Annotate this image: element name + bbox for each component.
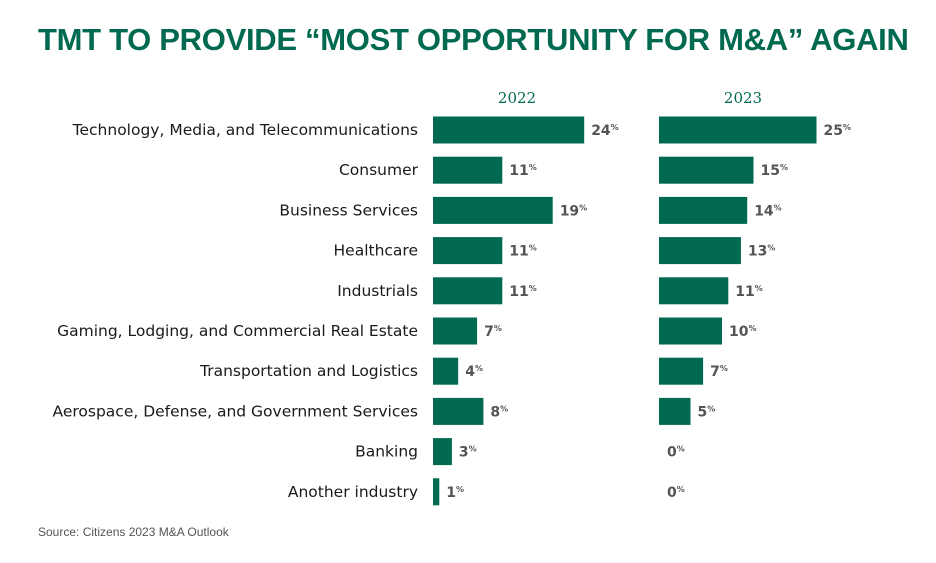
value-label-2022-banking: 3% bbox=[459, 445, 477, 461]
category-labels: Technology, Media, and Telecommunication… bbox=[53, 121, 419, 501]
bar-2022-technology-media-and-telecommunications bbox=[433, 116, 585, 144]
bar-2022-another-industry bbox=[433, 478, 440, 506]
bar-2022-business-services bbox=[433, 196, 553, 224]
value-label-2023-consumer: 15% bbox=[761, 163, 789, 179]
bar-2023-consumer bbox=[659, 156, 754, 184]
category-label-healthcare: Healthcare bbox=[334, 242, 419, 260]
value-label-2022-aerospace-defense-and-government-services: 8% bbox=[490, 404, 508, 420]
category-label-consumer: Consumer bbox=[339, 161, 419, 179]
source-note: Source: Citizens 2023 M&A Outlook bbox=[38, 525, 229, 539]
value-label-2022-gaming-lodging-and-commercial-real-estate: 7% bbox=[484, 324, 502, 340]
value-label-2023-another-industry: 0% bbox=[667, 485, 685, 501]
value-label-2023-aerospace-defense-and-government-services: 5% bbox=[698, 404, 716, 420]
value-label-2023-healthcare: 13% bbox=[748, 244, 776, 260]
bar-2022-banking bbox=[433, 438, 452, 466]
category-label-aerospace-defense-and-government-services: Aerospace, Defense, and Government Servi… bbox=[53, 402, 419, 420]
value-label-2023-transportation-and-logistics: 7% bbox=[710, 364, 728, 380]
bar-2022-transportation-and-logistics bbox=[433, 357, 459, 385]
value-label-2023-gaming-lodging-and-commercial-real-estate: 10% bbox=[729, 324, 757, 340]
bar-2022-industrials bbox=[433, 277, 503, 305]
bar-2023-industrials bbox=[659, 277, 729, 305]
value-label-2022-industrials: 11% bbox=[509, 284, 537, 300]
bar-2022-healthcare bbox=[433, 237, 503, 265]
category-label-gaming-lodging-and-commercial-real-estate: Gaming, Lodging, and Commercial Real Est… bbox=[57, 322, 418, 340]
bar-2023-gaming-lodging-and-commercial-real-estate bbox=[659, 317, 722, 345]
category-label-another-industry: Another industry bbox=[288, 483, 418, 501]
bar-2022-aerospace-defense-and-government-services bbox=[433, 397, 484, 425]
value-label-2023-banking: 0% bbox=[667, 445, 685, 461]
value-label-2022-another-industry: 1% bbox=[446, 485, 464, 501]
value-label-2022-healthcare: 11% bbox=[509, 244, 537, 260]
page-title: TMT TO PROVIDE “MOST OPPORTUNITY FOR M&A… bbox=[38, 22, 909, 57]
value-label-2022-business-services: 19% bbox=[560, 203, 588, 219]
value-label-2023-technology-media-and-telecommunications: 25% bbox=[824, 123, 852, 139]
bar-2022-gaming-lodging-and-commercial-real-estate bbox=[433, 317, 478, 345]
value-label-2022-technology-media-and-telecommunications: 24% bbox=[591, 123, 619, 139]
bar-2022-consumer bbox=[433, 156, 503, 184]
value-label-2022-consumer: 11% bbox=[509, 163, 537, 179]
bar-2023-aerospace-defense-and-government-services bbox=[659, 397, 691, 425]
bar-chart: Technology, Media, and Telecommunication… bbox=[53, 89, 851, 506]
series-label-2023: 2023 bbox=[724, 89, 762, 107]
series-2023: 2023 25% 15% 14% 13% 11% 10% 7% 5% 0% 0% bbox=[659, 89, 851, 501]
series-2022: 2022 24% 11% 19% 11% 11% 7% 4% 8% 3% 1% bbox=[433, 89, 619, 506]
value-label-2022-transportation-and-logistics: 4% bbox=[465, 364, 483, 380]
value-label-2023-industrials: 11% bbox=[735, 284, 763, 300]
series-label-2022: 2022 bbox=[498, 89, 536, 107]
category-label-banking: Banking bbox=[355, 443, 418, 461]
bar-2023-transportation-and-logistics bbox=[659, 357, 704, 385]
category-label-industrials: Industrials bbox=[337, 282, 418, 300]
series-groups: 2022 24% 11% 19% 11% 11% 7% 4% 8% 3% 1% 2023 25% 15% 1… bbox=[433, 89, 851, 506]
value-label-2023-business-services: 14% bbox=[754, 203, 782, 219]
category-label-technology-media-and-telecommunications: Technology, Media, and Telecommunication… bbox=[72, 121, 418, 139]
category-label-transportation-and-logistics: Transportation and Logistics bbox=[199, 362, 418, 380]
bar-2023-healthcare bbox=[659, 237, 741, 265]
bar-2023-technology-media-and-telecommunications bbox=[659, 116, 817, 144]
category-label-business-services: Business Services bbox=[279, 201, 418, 219]
bar-2023-business-services bbox=[659, 196, 748, 224]
